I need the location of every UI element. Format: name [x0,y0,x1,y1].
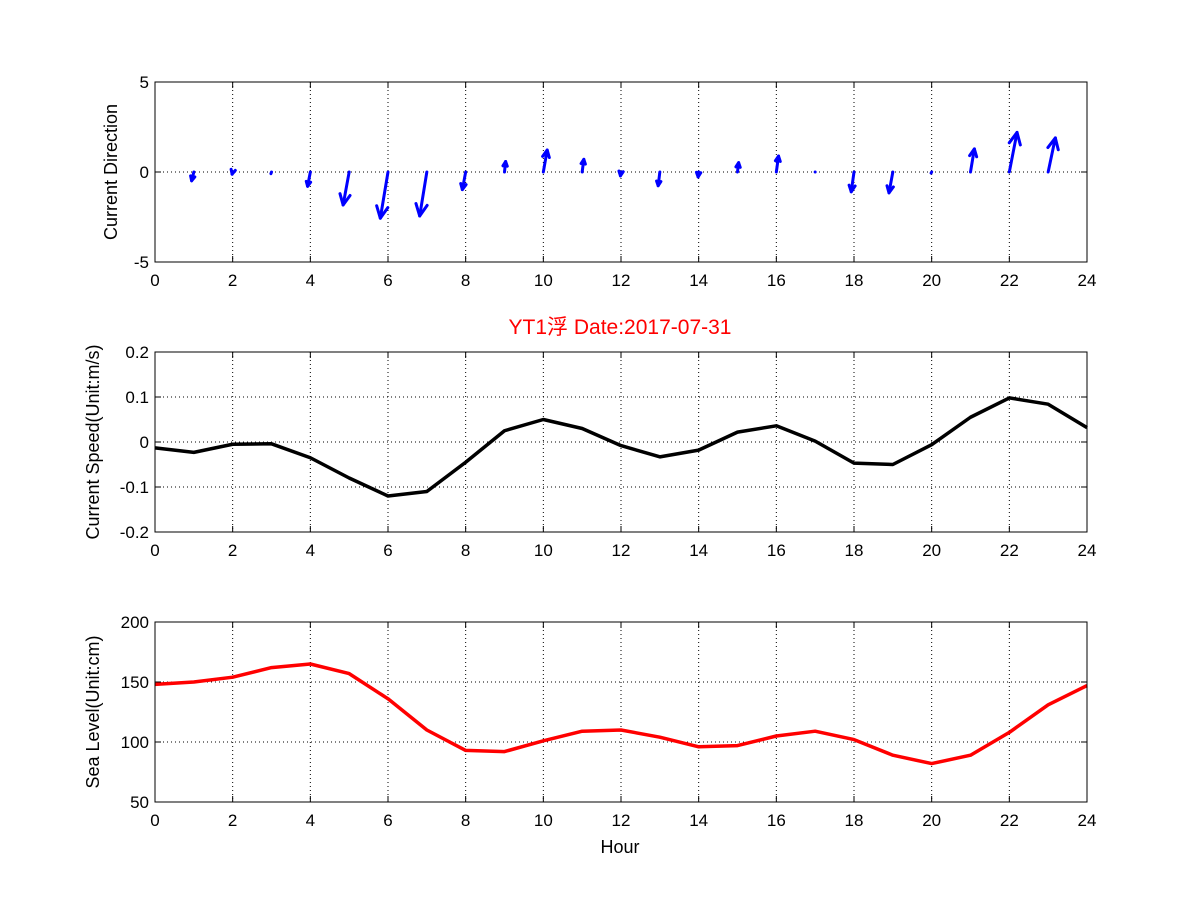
speed-panel: YT1浮 Date:2017-07-31 Current Speed(Unit:… [83,316,1096,560]
y-tick-label: 0 [140,433,149,452]
arrow-head [459,182,468,192]
x-tick-label: 24 [1078,541,1097,560]
x-tick-label: 20 [922,541,941,560]
x-tick-label: 0 [150,811,159,830]
x-tick-label: 20 [922,271,941,290]
arrow-head [375,204,390,220]
x-tick-label: 24 [1078,811,1097,830]
arrow-head [885,184,895,195]
current-arrow [929,170,934,175]
sea-level-line [154,662,1088,766]
x-tick-label: 8 [461,811,470,830]
arrow-head [617,169,625,178]
x-tick-label: 12 [612,541,631,560]
x-tick-label: 6 [383,811,392,830]
x-tick-label: 2 [228,811,237,830]
arrow-head [541,148,551,160]
x-tick-label: 22 [1000,811,1019,830]
arrow-head [655,179,663,188]
y-tick-label: 200 [121,613,149,632]
direction-panel: Current Direction 0 2 4 6 8 10 12 14 16 18 20 22 24-… [101,73,1096,290]
current-arrow [1046,136,1057,174]
x-tick-label: 4 [306,271,315,290]
y-tick-label: 5 [140,73,149,92]
arrow-head [304,179,313,188]
x-tick-label: 24 [1078,271,1097,290]
x-tick-label: 12 [612,811,631,830]
x-tick-label: 20 [922,811,941,830]
x-tick-label: 10 [534,811,553,830]
y-tick-label: 0.2 [125,343,149,362]
y-tick-label: 0.1 [125,388,149,407]
speed-line [154,396,1088,498]
x-tick-label: 16 [767,271,786,290]
x-tick-label: 10 [534,271,553,290]
x-tick-label: 18 [845,271,864,290]
y-tick-label: 0 [140,163,149,182]
sea-level-xlabel: Hour [600,837,639,857]
current-arrow [418,170,429,218]
direction-ylabel: Current Direction [101,104,121,240]
x-tick-label: 8 [461,541,470,560]
x-tick-label: 16 [767,811,786,830]
x-tick-label: 12 [612,271,631,290]
current-arrow [378,170,390,220]
sea-level-panel: Sea Level(Unit:cm) Hour 0 2 4 6 8 10 12 14 16 18 2… [83,613,1096,857]
current-arrow [887,170,895,195]
x-tick-label: 0 [150,541,159,560]
y-tick-label: 50 [130,793,149,812]
arrow-head [773,154,782,163]
arrow-head [1046,136,1060,152]
x-tick-label: 22 [1000,271,1019,290]
x-tick-label: 8 [461,271,470,290]
arrow-head [189,174,197,183]
x-tick-label: 14 [689,811,708,830]
arrow-head [414,202,429,218]
x-tick-label: 4 [306,541,315,560]
x-tick-label: 18 [845,811,864,830]
current-arrow [969,147,976,174]
x-tick-label: 18 [845,541,864,560]
x-tick-label: 16 [767,541,786,560]
x-tick-label: 6 [383,271,392,290]
current-arrow [541,148,549,174]
arrow-head [579,157,587,166]
x-tick-label: 10 [534,541,553,560]
arrow-head [501,160,509,168]
speed-ylabel: Current Speed(Unit:m/s) [83,344,103,539]
x-tick-label: 14 [689,271,708,290]
x-tick-label: 22 [1000,541,1019,560]
current-arrow [1007,130,1019,174]
arrow-head [847,183,857,194]
arrow-head [968,147,979,159]
sea-level-ylabel: Sea Level(Unit:cm) [83,635,103,788]
current-arrow [269,170,273,176]
y-tick-label: -0.1 [120,478,149,497]
arrow-head [734,161,742,169]
x-tick-label: 2 [228,271,237,290]
y-tick-label: -0.2 [120,523,149,542]
x-tick-label: 6 [383,541,392,560]
x-tick-label: 14 [689,541,708,560]
current-arrow [341,170,351,207]
arrow-head [338,192,352,207]
chart-title: YT1浮 Date:2017-07-31 [509,316,732,339]
y-tick-label: 150 [121,673,149,692]
y-tick-label: 100 [121,733,149,752]
x-tick-label: 4 [306,811,315,830]
y-tick-label: -5 [134,253,149,272]
x-tick-label: 2 [228,541,237,560]
arrow-head [1007,130,1022,147]
x-tick-label: 0 [150,271,159,290]
arrow-head [694,170,703,179]
arrow-head [229,167,237,176]
